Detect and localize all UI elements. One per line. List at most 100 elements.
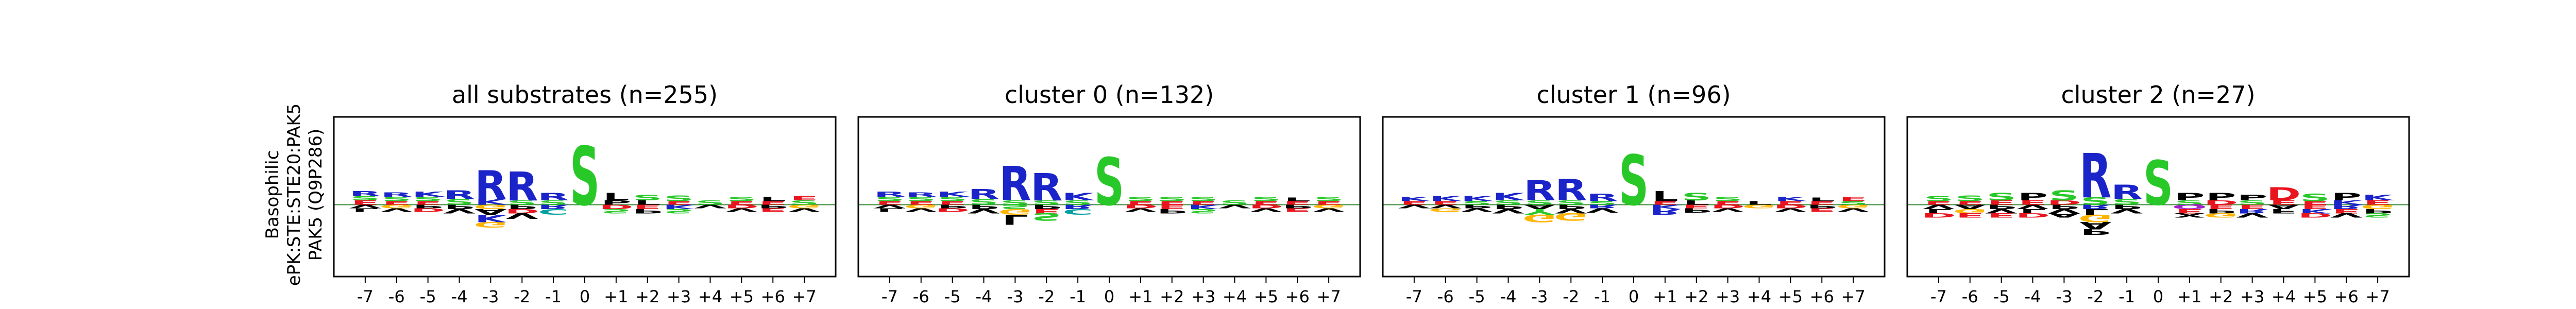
logo-letter-S: S (2143, 148, 2173, 219)
x-axis-ticks: -7 -6 -5 -4 -3 -2 -1 0 +1 +2 +3 +4 +5 +6 +7 (882, 277, 1341, 306)
x-tick-label: +5 (1778, 287, 1803, 306)
x-tick-label: +6 (761, 287, 785, 306)
x-tick-label: -3 (482, 287, 499, 306)
x-axis-ticks: -7 -6 -5 -4 -3 -2 -1 0 +1 +2 +3 +4 +5 +6 +7 (357, 277, 817, 306)
logo-letter-G: G (1429, 207, 1463, 213)
logo-letter-L: L (1652, 188, 1678, 204)
logo-letter-D: D (1921, 212, 1956, 218)
logo-letter-S: S (1619, 141, 1649, 221)
logo-letter-S: S (2080, 196, 2110, 207)
logo-letter-S: S (1556, 199, 1586, 206)
logo-letter-E: E (1158, 200, 1186, 206)
logo-letter-P: P (758, 203, 788, 209)
x-tick-label: -1 (1070, 287, 1086, 306)
x-tick-label: -6 (1962, 287, 1978, 306)
x-tick-label: -5 (1469, 287, 1485, 306)
logo-letter-S: S (1955, 194, 1985, 203)
logo-letter-K: K (2330, 199, 2364, 206)
logo-letter-K: K (2362, 193, 2395, 202)
panel-title: cluster 0 (n=132) (1005, 81, 1214, 109)
logo-letter-Q: Q (2172, 203, 2207, 210)
logo-letter-S: S (444, 197, 474, 207)
logo-letter-V: V (381, 207, 413, 213)
logo-letter-V: V (1711, 207, 1744, 213)
x-tick-label: +6 (1810, 287, 1834, 306)
x-tick-label: -3 (1531, 287, 1548, 306)
logo-letter-L: L (1809, 197, 1835, 202)
x-tick-label: +1 (2177, 287, 2201, 306)
logo-letter-G: G (473, 220, 507, 229)
logo-letter-V: V (1218, 203, 1251, 209)
logo-letter-L: L (876, 207, 903, 213)
logo-letter-S: S (2363, 212, 2393, 218)
logo-letter-R: R (474, 162, 506, 209)
x-tick-label: 0 (580, 287, 590, 306)
logo-letter-V: V (1492, 208, 1524, 214)
logo-letter-G: G (473, 203, 507, 210)
logo-letter-S: S (601, 208, 631, 214)
logo-letter-E: E (1924, 200, 1953, 206)
x-tick-label: -7 (882, 287, 898, 306)
logo-letter-R: R (2330, 203, 2362, 210)
logo-letter-E: E (1189, 200, 1217, 206)
x-tick-label: -4 (976, 287, 992, 306)
logo-letter-R: R (2079, 141, 2111, 212)
x-tick-label: -2 (1563, 287, 1579, 306)
logo-letter-K: K (1774, 196, 1808, 202)
logo-letter-E: E (1315, 200, 1343, 206)
logo-letter-R: R (1030, 166, 1062, 210)
x-tick-label: -4 (1500, 287, 1517, 306)
logo-letter-L: L (2020, 208, 2046, 214)
logo-letter-R: R (349, 190, 381, 198)
logo-letter-S: S (570, 130, 600, 224)
x-tick-label: +6 (1285, 287, 1310, 306)
logo-letter-S: S (1063, 199, 1093, 206)
logo-letter-G: G (1836, 203, 1870, 209)
logo-letter-P: P (601, 199, 631, 206)
x-tick-label: +4 (698, 287, 722, 306)
x-tick-label: -5 (420, 287, 436, 306)
x-tick-label: -6 (1437, 287, 1454, 306)
logo-letter-V: V (443, 208, 476, 214)
x-tick-label: -1 (1594, 287, 1611, 306)
logo-letter-R: R (537, 191, 569, 202)
logo-letter-V: V (968, 208, 1000, 214)
logo-letter-P: P (2206, 191, 2236, 202)
logo-letter-R: R (2079, 203, 2111, 210)
logo-letter-S: S (2175, 199, 2205, 206)
logo-letter-K: K (1398, 196, 1432, 202)
x-tick-label: +6 (2334, 287, 2359, 306)
logo-letter-E: E (1682, 203, 1710, 209)
logo-letter-P: P (2237, 193, 2267, 202)
logo-letter-R: R (2236, 208, 2268, 214)
x-tick-label: +2 (635, 287, 659, 306)
logo-letter-S: S (1219, 199, 1249, 206)
logo-letter-S: S (1924, 195, 1954, 203)
x-tick-label: -4 (2025, 287, 2041, 306)
logo-letter-A: A (1954, 203, 1987, 210)
logo-letter-S: S (1524, 199, 1554, 206)
logo-letter-S: S (664, 208, 694, 214)
y-axis-label-line-2: ePK:STE:STE20:PAK5 (284, 104, 304, 286)
logo-letter-P: P (1282, 203, 1313, 209)
logo-letter-E: E (1126, 200, 1155, 206)
logo-letter-K: K (1461, 195, 1495, 203)
logo-letter-S: S (1251, 196, 1281, 202)
logo-letter-S: S (382, 196, 412, 202)
logo-letter-E: E (1714, 200, 1742, 206)
logo-letter-L: L (352, 207, 378, 213)
logo-letter-V: V (1555, 208, 1587, 214)
panel-title: cluster 2 (n=27) (2061, 81, 2255, 109)
logo-letter-K: K (1492, 191, 1526, 202)
logo-letter-A: A (2048, 212, 2080, 218)
logo-letter-P: P (937, 203, 968, 209)
logo-letter-S: S (1462, 200, 1492, 206)
logo-letter-E: E (2238, 203, 2266, 210)
logo-letter-K: K (663, 203, 697, 210)
y-axis-label-line-3: PAK5 (Q9P286) (306, 129, 326, 261)
logo-letter-V: V (1461, 207, 1493, 213)
logo-letter-E: E (351, 199, 379, 206)
logo-letter-P: P (1157, 208, 1187, 214)
logo-letter-V: V (1837, 207, 1870, 213)
